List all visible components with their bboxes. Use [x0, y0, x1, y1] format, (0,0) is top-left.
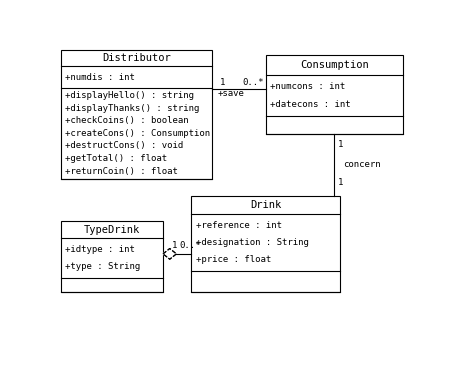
Text: +designation : String: +designation : String: [195, 238, 308, 247]
Text: +datecons : int: +datecons : int: [269, 100, 349, 109]
Text: +type : String: +type : String: [65, 262, 140, 271]
Text: 0..*: 0..*: [242, 78, 263, 87]
Text: +checkCoins() : boolean: +checkCoins() : boolean: [65, 116, 188, 125]
Text: 1: 1: [337, 178, 343, 187]
Text: 1: 1: [219, 78, 224, 87]
Text: concern: concern: [343, 160, 380, 168]
Text: Drink: Drink: [249, 200, 281, 210]
Text: +reference : int: +reference : int: [195, 221, 281, 230]
Text: +displayThanks() : string: +displayThanks() : string: [65, 104, 199, 113]
Text: +displayHello() : string: +displayHello() : string: [65, 91, 193, 100]
Text: 1: 1: [172, 241, 177, 250]
Bar: [61, 49, 212, 179]
Text: +save: +save: [217, 89, 244, 98]
Text: TypeDrink: TypeDrink: [83, 225, 140, 235]
Text: Distributor: Distributor: [102, 53, 171, 63]
Bar: [61, 221, 163, 292]
Text: +createCons() : Consumption: +createCons() : Consumption: [65, 129, 209, 138]
Text: +returnCoin() : float: +returnCoin() : float: [65, 167, 177, 176]
Polygon shape: [163, 249, 176, 259]
Text: 1: 1: [337, 140, 343, 149]
Text: +getTotal() : float: +getTotal() : float: [65, 154, 167, 163]
Bar: [265, 55, 403, 134]
Text: +numdis : int: +numdis : int: [65, 72, 134, 82]
Text: +price : float: +price : float: [195, 255, 270, 264]
Text: +numcons : int: +numcons : int: [269, 82, 344, 91]
Bar: [191, 196, 339, 292]
Text: +idtype : int: +idtype : int: [65, 245, 134, 254]
Text: +destructCons() : void: +destructCons() : void: [65, 141, 182, 150]
Text: 0..*: 0..*: [178, 241, 200, 250]
Text: Consumption: Consumption: [299, 60, 368, 70]
